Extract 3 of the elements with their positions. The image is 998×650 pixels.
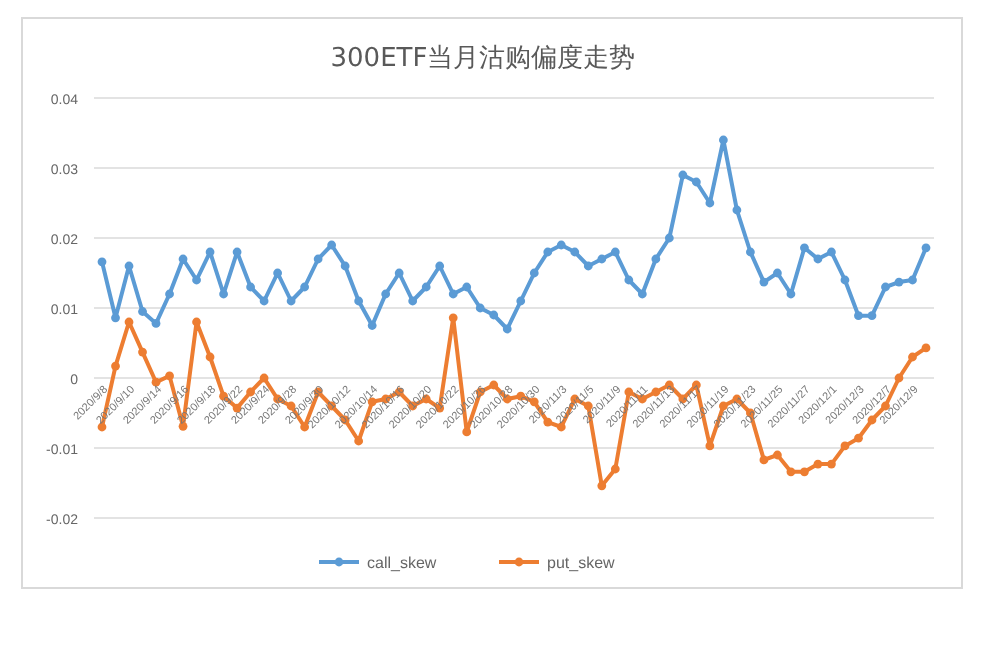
legend-label: call_skew xyxy=(367,554,437,572)
chart-title: 300ETF当月沽购偏度走势 xyxy=(330,42,636,74)
legend-label: put_skew xyxy=(547,554,616,572)
